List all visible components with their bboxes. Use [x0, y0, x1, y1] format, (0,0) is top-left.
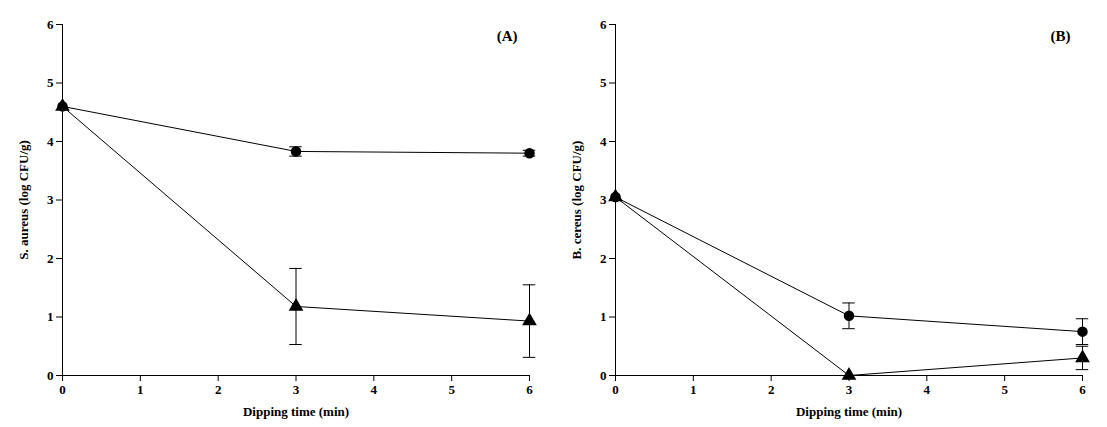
svg-text:3: 3 [600, 192, 607, 207]
svg-text:5: 5 [600, 75, 607, 90]
svg-text:4: 4 [371, 382, 378, 397]
svg-text:Dipping time (min): Dipping time (min) [243, 404, 349, 419]
svg-text:1: 1 [600, 309, 607, 324]
svg-text:0: 0 [47, 368, 54, 383]
svg-text:3: 3 [846, 382, 853, 397]
svg-text:6: 6 [600, 17, 607, 32]
svg-text:6: 6 [1079, 382, 1086, 397]
svg-text:5: 5 [47, 75, 54, 90]
svg-text:Dipping time (min): Dipping time (min) [796, 404, 902, 419]
svg-text:3: 3 [47, 192, 54, 207]
svg-text:0: 0 [612, 382, 619, 397]
svg-text:2: 2 [768, 382, 775, 397]
svg-text:2: 2 [47, 251, 54, 266]
svg-text:1: 1 [690, 382, 697, 397]
svg-text:(B): (B) [1051, 28, 1071, 45]
svg-text:5: 5 [448, 382, 455, 397]
svg-text:6: 6 [47, 17, 54, 32]
svg-text:S. aureus (log CFU/g): S. aureus (log CFU/g) [16, 140, 31, 260]
svg-text:4: 4 [600, 134, 607, 149]
svg-text:1: 1 [47, 309, 54, 324]
svg-text:B. cereus (log CFU/g): B. cereus (log CFU/g) [569, 141, 584, 260]
svg-text:4: 4 [924, 382, 931, 397]
svg-text:2: 2 [215, 382, 222, 397]
svg-text:2: 2 [600, 251, 607, 266]
svg-text:1: 1 [137, 382, 144, 397]
svg-text:6: 6 [526, 382, 533, 397]
svg-text:0: 0 [59, 382, 66, 397]
svg-text:(A): (A) [497, 28, 518, 45]
svg-text:0: 0 [600, 368, 607, 383]
svg-text:4: 4 [47, 134, 54, 149]
svg-text:5: 5 [1001, 382, 1008, 397]
svg-text:3: 3 [293, 382, 300, 397]
